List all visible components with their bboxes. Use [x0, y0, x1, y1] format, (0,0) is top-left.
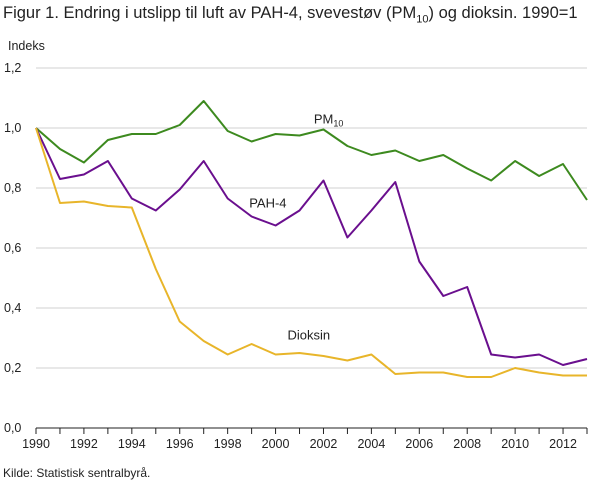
y-tick-label-2: 0,4 [4, 301, 21, 315]
series-line-dioksin [35, 127, 587, 378]
chart-title-rest: ) og dioksin. 1990=1 [428, 4, 578, 22]
x-tick-label-2010: 2010 [501, 437, 529, 451]
series-label-subscript: 10 [333, 119, 343, 129]
y-tick-label-4: 0,8 [4, 181, 21, 195]
series-label-pm: PM10 [314, 112, 344, 129]
x-tick-label-2012: 2012 [549, 437, 577, 451]
x-tick-label-2008: 2008 [453, 437, 481, 451]
source-note: Kilde: Statistisk sentralbyrå. [3, 466, 151, 480]
y-tick-label-6: 1,2 [4, 61, 21, 75]
chart-title: Figur 1. Endring i utslipp til luft av P… [3, 4, 578, 25]
y-axis-label: Indeks [8, 39, 45, 53]
chart-title-subscript: 10 [416, 13, 429, 26]
y-tick-label-3: 0,6 [4, 241, 21, 255]
x-tick-label-2004: 2004 [357, 437, 385, 451]
series-label-pah-4: PAH-4 [249, 196, 286, 211]
y-tick-label-0: 0,0 [4, 421, 21, 435]
x-tick-label-2002: 2002 [310, 437, 338, 451]
series-line-pm [35, 100, 588, 201]
chart-title-main: Figur 1. Endring i utslipp til luft av P… [3, 4, 417, 22]
y-tick-label-5: 1,0 [4, 121, 21, 135]
x-tick-label-1994: 1994 [118, 437, 146, 451]
series-label-dioksin: Dioksin [288, 328, 331, 343]
y-tick-label-1: 0,2 [4, 361, 21, 375]
x-tick-label-2006: 2006 [405, 437, 433, 451]
x-tick-label-1992: 1992 [70, 437, 98, 451]
series-line-pah-4 [35, 127, 588, 366]
x-tick-label-1990: 1990 [22, 437, 50, 451]
x-tick-label-1998: 1998 [214, 437, 242, 451]
x-tick-label-2000: 2000 [262, 437, 290, 451]
x-tick-label-1996: 1996 [166, 437, 194, 451]
